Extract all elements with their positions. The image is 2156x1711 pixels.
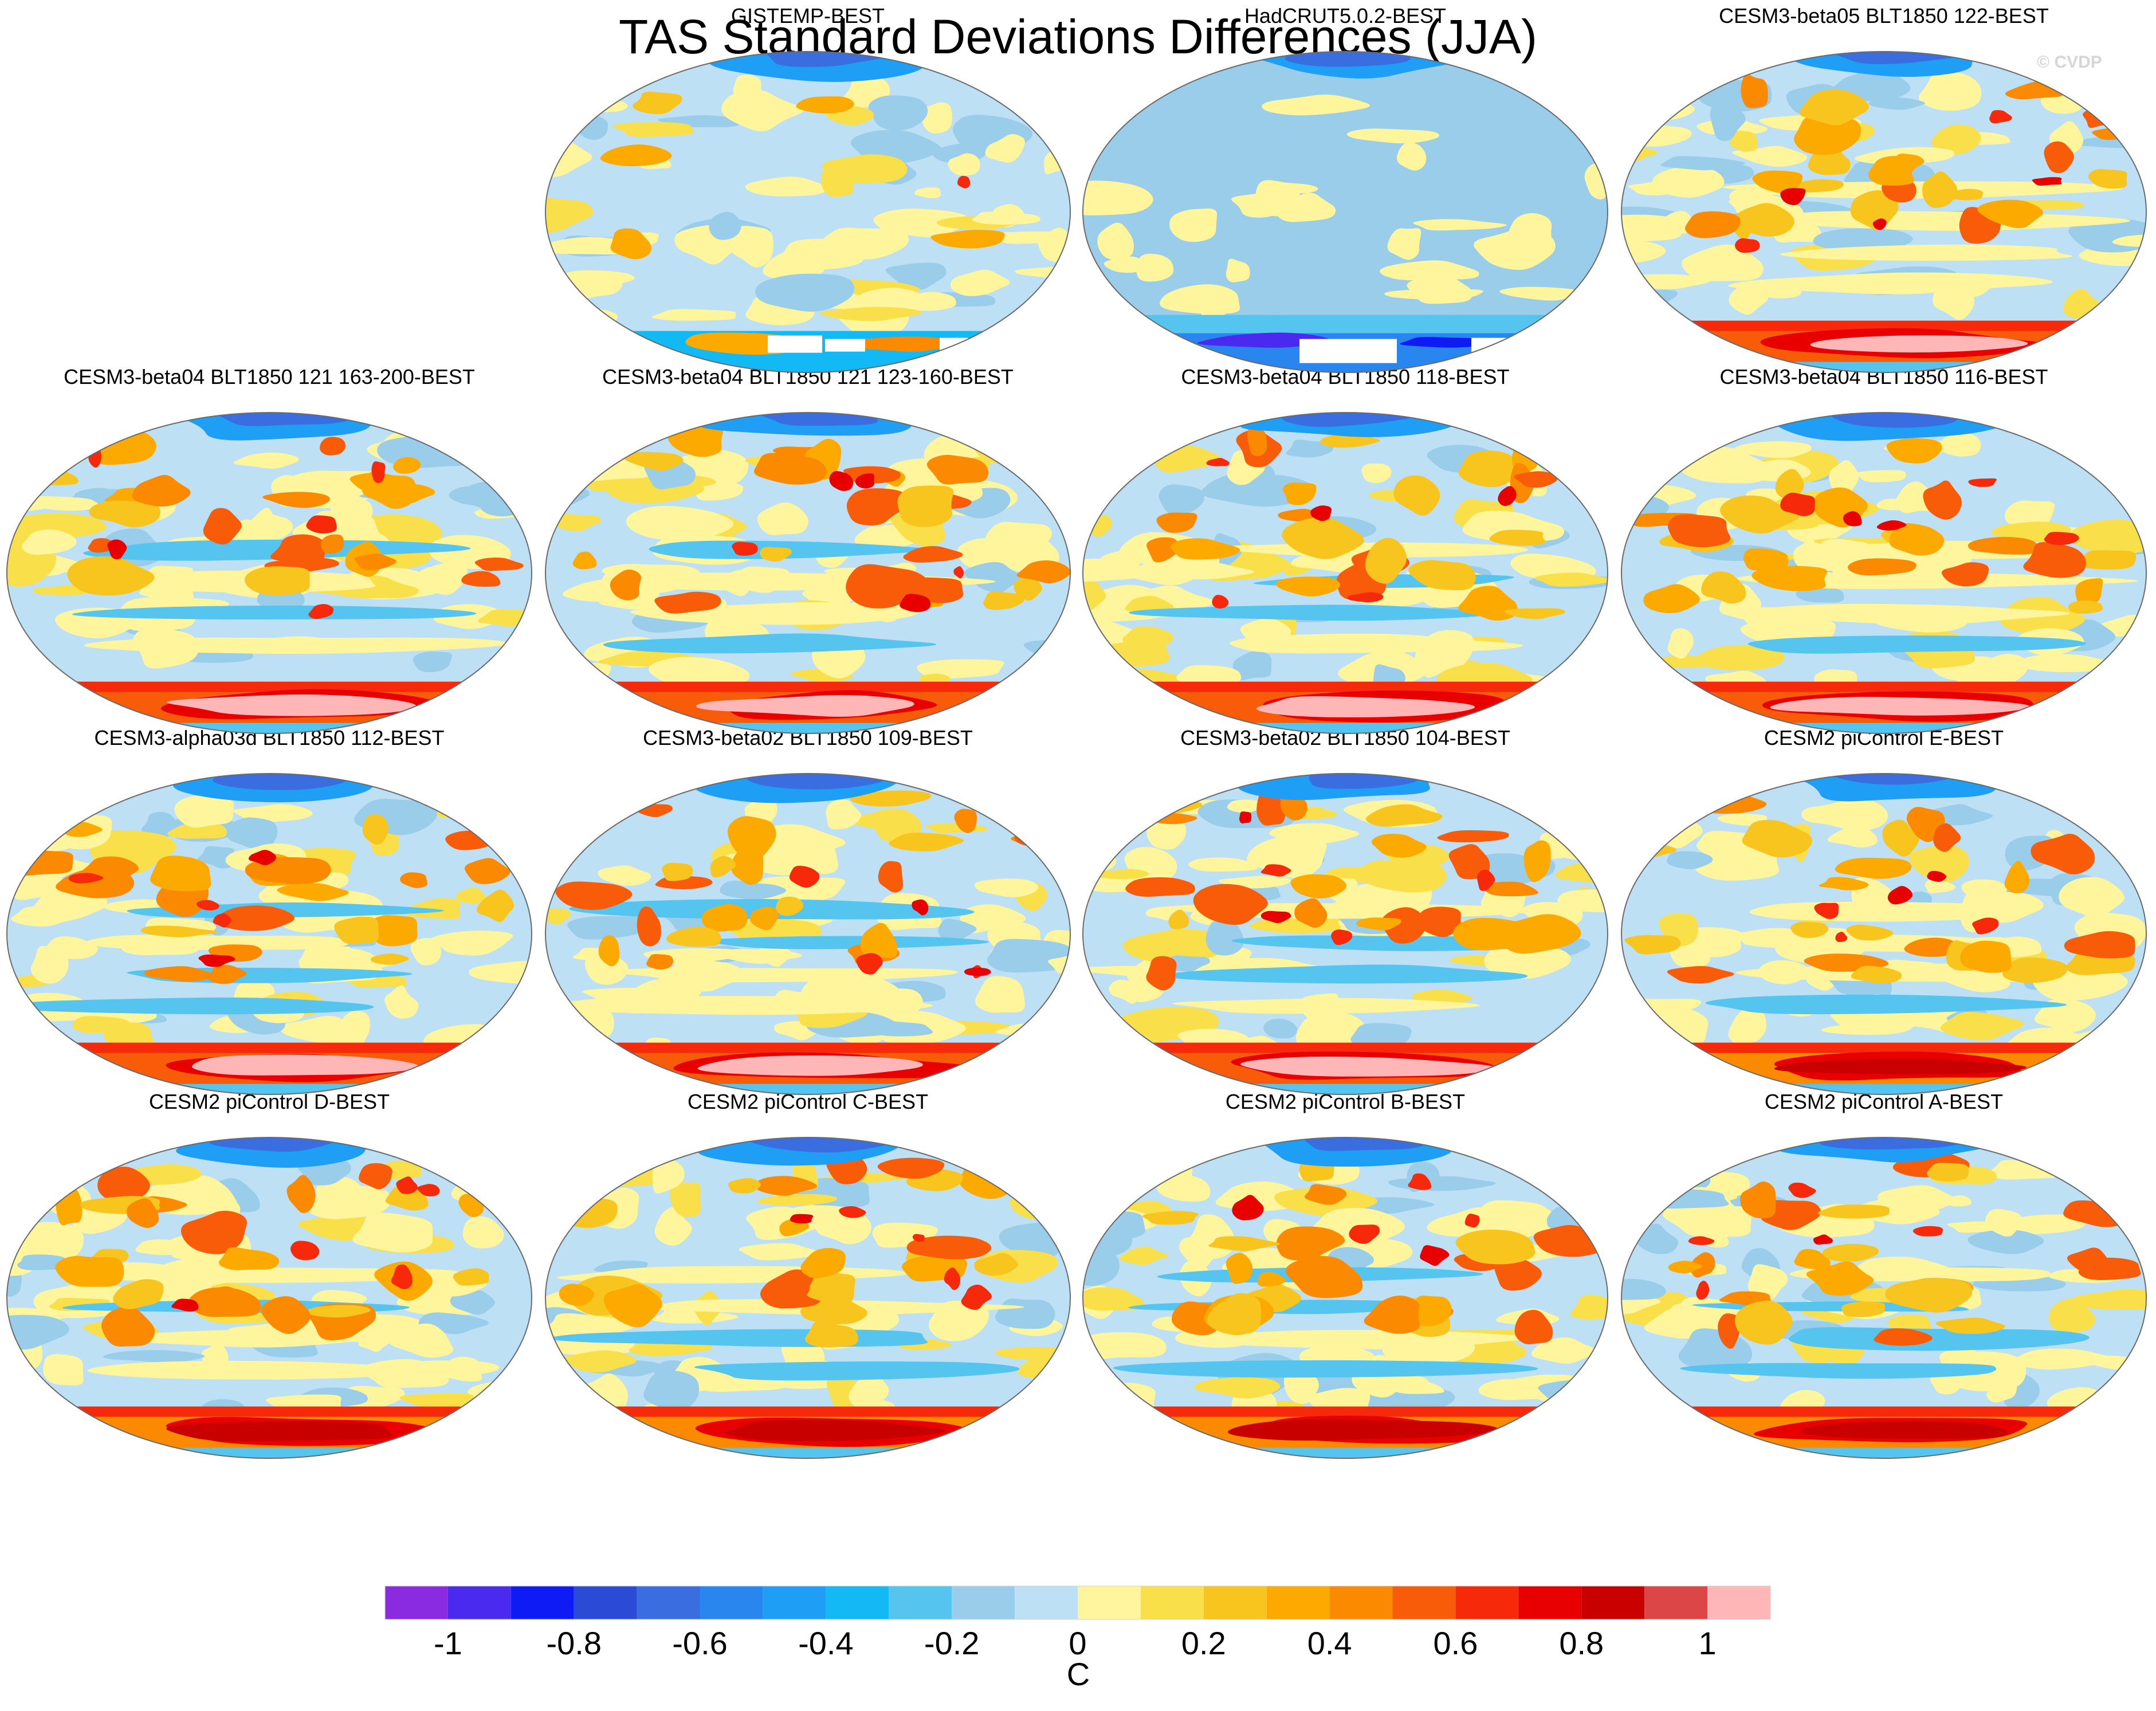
colorbar-tick-label: 0.2 bbox=[1181, 1625, 1226, 1661]
map-panel bbox=[1082, 51, 1608, 373]
colorbar-swatch bbox=[637, 1586, 700, 1619]
colorbar-swatch bbox=[1392, 1586, 1456, 1619]
colorbar-tick-label: 0.8 bbox=[1559, 1625, 1604, 1661]
colorbar-swatch bbox=[1203, 1586, 1267, 1619]
colorbar-tick-label: -1 bbox=[434, 1625, 462, 1661]
colorbar-swatch bbox=[1078, 1586, 1141, 1619]
colorbar-swatch bbox=[1015, 1586, 1078, 1619]
colorbar-tick-label: -0.4 bbox=[798, 1625, 854, 1661]
panel-title: CESM3-beta04 BLT1850 121 163-200-BEST bbox=[64, 365, 475, 388]
colorbar-swatch bbox=[952, 1586, 1015, 1619]
colorbar-swatch bbox=[826, 1586, 889, 1619]
map-panel bbox=[1621, 1137, 2147, 1459]
colorbar-swatch bbox=[447, 1586, 511, 1619]
colorbar-swatch bbox=[700, 1586, 763, 1619]
colorbar-swatch bbox=[763, 1586, 826, 1619]
colorbar-swatch bbox=[574, 1586, 637, 1619]
colorbar-swatch bbox=[1455, 1586, 1519, 1619]
panel-title: GISTEMP-BEST bbox=[731, 4, 885, 28]
colorbar-swatch bbox=[1329, 1586, 1393, 1619]
colorbar-tick-label: -0.6 bbox=[672, 1625, 728, 1661]
colorbar-swatch bbox=[1707, 1586, 1770, 1619]
colorbar-swatch bbox=[1644, 1586, 1708, 1619]
colorbar-swatch bbox=[1140, 1586, 1204, 1619]
colorbar-units: C bbox=[1066, 1656, 1090, 1692]
colorbar-tick-label: -0.8 bbox=[546, 1625, 602, 1661]
colorbar-swatch bbox=[510, 1586, 574, 1619]
panel-title: CESM3-beta05 BLT1850 122-BEST bbox=[1719, 4, 2049, 28]
colorbar-swatch bbox=[889, 1586, 952, 1619]
map-panel bbox=[6, 412, 532, 734]
watermark: © CVDP bbox=[2037, 53, 2102, 72]
colorbar-tick-label: 0 bbox=[1069, 1625, 1087, 1661]
colorbar-swatch bbox=[1581, 1586, 1645, 1619]
colorbar-tick-label: -0.2 bbox=[924, 1625, 980, 1661]
colorbar-swatch bbox=[385, 1586, 448, 1619]
colorbar-tick-label: 0.6 bbox=[1433, 1625, 1478, 1661]
colorbar-swatch bbox=[1518, 1586, 1582, 1619]
colorbar-tick-label: 0.4 bbox=[1307, 1625, 1352, 1661]
colorbar-tick-label: 1 bbox=[1698, 1625, 1717, 1661]
panel-title: HadCRUT5.0.2-BEST bbox=[1244, 4, 1447, 28]
colorbar-swatch bbox=[1266, 1586, 1330, 1619]
